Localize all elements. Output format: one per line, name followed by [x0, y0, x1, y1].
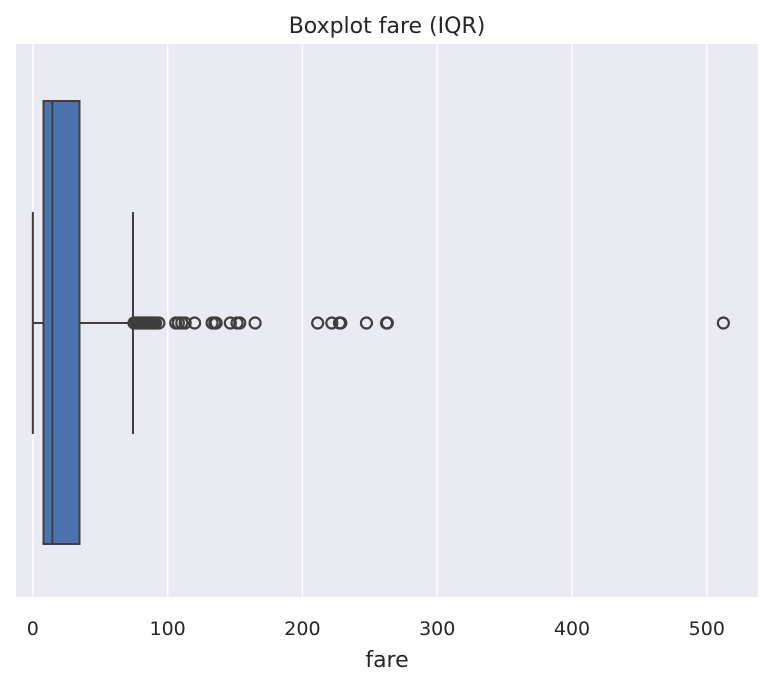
outlier-point: [248, 316, 262, 330]
outlier-point: [325, 316, 339, 330]
x-tick-label: 0: [27, 618, 39, 640]
outlier-point: [233, 316, 247, 330]
outlier-point: [334, 316, 348, 330]
outlier-point: [311, 316, 325, 330]
x-tick-label: 300: [419, 618, 455, 640]
grid-lines: [32, 44, 708, 597]
x-tick-label: 200: [284, 618, 320, 640]
outlier-points: [127, 316, 730, 330]
outlier-point: [716, 316, 730, 330]
x-axis-label: fare: [365, 648, 408, 673]
outlier-point: [209, 316, 223, 330]
outlier-point: [152, 316, 166, 330]
x-tick-label: 100: [150, 618, 186, 640]
outlier-point: [178, 316, 192, 330]
x-tick-labels: 0 100 200 300 400 500: [27, 618, 725, 640]
plot-background: [16, 44, 758, 597]
outlier-point: [359, 316, 374, 330]
boxplot-elements: [31, 100, 134, 545]
outlier-point: [380, 316, 394, 330]
outlier-point: [223, 316, 237, 330]
x-tick-label: 400: [554, 618, 590, 640]
chart-title: Boxplot fare (IQR): [289, 14, 486, 39]
iqr-box: [42, 100, 81, 545]
outlier-point: [187, 316, 202, 330]
x-tick-label: 500: [689, 618, 725, 640]
